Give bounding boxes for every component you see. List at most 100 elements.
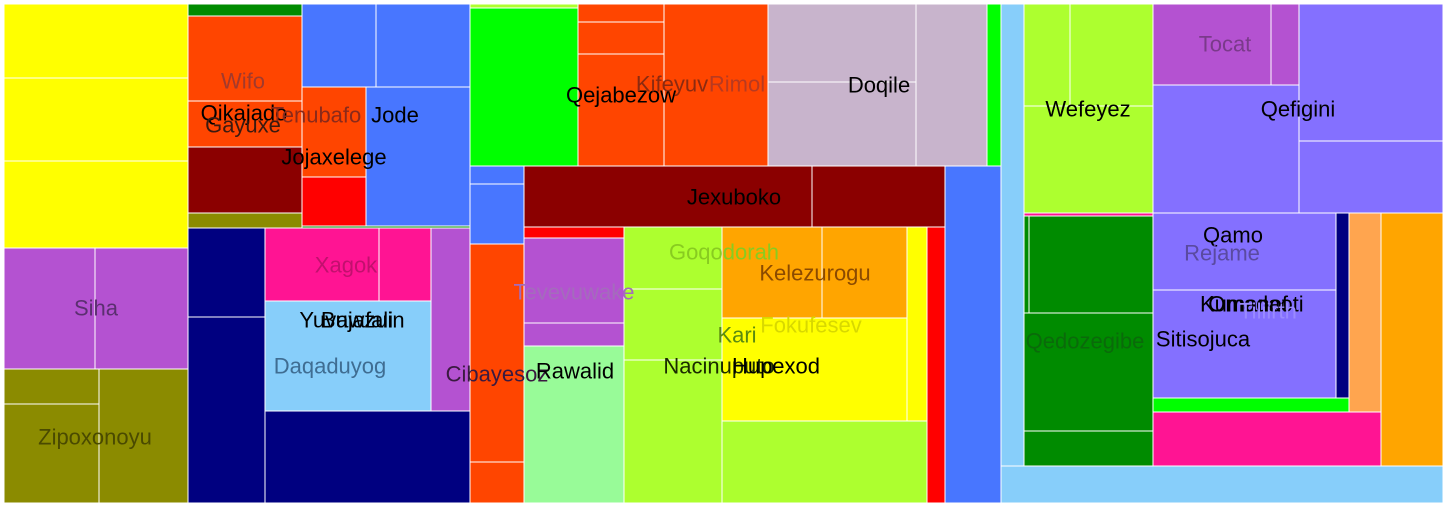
treemap-cell bbox=[264, 227, 380, 302]
treemap-cell bbox=[3, 77, 189, 162]
treemap-label: Jexuboko bbox=[687, 185, 781, 210]
treemap-cell bbox=[523, 226, 625, 239]
treemap-label: Kumanof bbox=[1200, 292, 1289, 317]
treemap-cell bbox=[264, 410, 471, 504]
treemap-cell bbox=[1023, 215, 1030, 314]
treemap-cell bbox=[469, 165, 525, 185]
treemap-label: Kari bbox=[717, 323, 756, 348]
treemap-cell bbox=[623, 359, 723, 504]
treemap-cell bbox=[1152, 212, 1337, 291]
treemap-label: Fokufesev bbox=[760, 313, 862, 338]
treemap-cell bbox=[1270, 3, 1300, 86]
treemap-label: Kelezurogu bbox=[759, 261, 870, 286]
treemap-label: Tocat bbox=[1199, 32, 1252, 57]
treemap-cell bbox=[3, 160, 189, 249]
treemap-cell bbox=[523, 165, 813, 228]
treemap-cell bbox=[721, 420, 928, 504]
treemap-label: Rawalid bbox=[536, 359, 614, 384]
treemap-cell bbox=[1152, 289, 1337, 399]
treemap-cell bbox=[469, 461, 525, 504]
treemap-cell bbox=[1000, 3, 1025, 467]
treemap-label: Kifeyuv bbox=[636, 72, 708, 97]
treemap-cells bbox=[3, 3, 1444, 504]
treemap-cell bbox=[906, 226, 928, 422]
treemap-cell bbox=[577, 3, 665, 23]
treemap-cell bbox=[523, 237, 625, 324]
treemap-label: Omadaoti bbox=[1208, 292, 1303, 317]
treemap-cell bbox=[1023, 430, 1154, 467]
treemap-label: Hupexod bbox=[732, 354, 820, 379]
treemap-cell bbox=[1152, 84, 1300, 214]
treemap-cell bbox=[187, 100, 303, 148]
treemap-label: Xagok bbox=[315, 253, 378, 278]
treemap-cell bbox=[1069, 3, 1154, 107]
treemap-label: Goqodorah bbox=[669, 240, 779, 265]
treemap-cell bbox=[577, 21, 665, 55]
treemap-cell bbox=[375, 3, 471, 88]
treemap-cell bbox=[187, 316, 266, 504]
treemap-label: Gayuxe bbox=[205, 113, 281, 138]
treemap-cell bbox=[915, 3, 988, 167]
treemap-label: Qamo bbox=[1203, 223, 1263, 248]
treemap-cell bbox=[187, 227, 266, 318]
treemap-label: Jode bbox=[371, 103, 419, 128]
treemap-cell bbox=[301, 176, 367, 227]
treemap-cell bbox=[1023, 105, 1154, 214]
treemap-cell bbox=[378, 227, 432, 302]
treemap-cell bbox=[986, 3, 1002, 167]
treemap-cell bbox=[3, 368, 100, 405]
treemap-label: Bujafali bbox=[321, 308, 393, 333]
treemap-cell bbox=[721, 226, 823, 319]
treemap-cell bbox=[98, 368, 189, 504]
treemap-label: Tenubafo bbox=[271, 103, 362, 128]
treemap-label: Qefigini bbox=[1261, 97, 1336, 122]
treemap-label: Siha bbox=[74, 296, 119, 321]
treemap-cell bbox=[1000, 465, 1444, 504]
treemap-cell bbox=[523, 345, 625, 504]
treemap-cell bbox=[944, 165, 1002, 504]
treemap-cell bbox=[523, 322, 625, 347]
treemap-cell bbox=[187, 3, 303, 17]
treemap-label: Nacinuputo bbox=[663, 354, 774, 379]
treemap-cell bbox=[264, 300, 432, 412]
treemap-cell bbox=[577, 53, 665, 167]
treemap-cell bbox=[469, 183, 525, 245]
treemap-cell bbox=[187, 212, 303, 229]
treemap-cell bbox=[1335, 212, 1350, 399]
treemap-label: Rimol bbox=[709, 72, 765, 97]
treemap-label: Zipoxonoyu bbox=[38, 425, 152, 450]
treemap-cell bbox=[1380, 212, 1444, 467]
treemap-cell bbox=[469, 7, 579, 167]
treemap-cell bbox=[1298, 3, 1444, 142]
treemap-cell bbox=[94, 247, 189, 370]
treemap-label: Jojaxelege bbox=[281, 145, 386, 170]
treemap-cell bbox=[469, 243, 525, 463]
treemap-cell bbox=[767, 3, 917, 83]
treemap-cell bbox=[721, 317, 908, 422]
treemap-label: Wifo bbox=[221, 69, 265, 94]
treemap-label: Daqaduyog bbox=[274, 354, 387, 379]
treemap-label: Wefeyez bbox=[1045, 97, 1130, 122]
treemap-cell bbox=[3, 247, 96, 370]
treemap-label: Qejabezow bbox=[566, 83, 676, 108]
treemap-label: Rejame bbox=[1184, 241, 1260, 266]
treemap-label: Qikajado bbox=[201, 101, 288, 126]
treemap-cell bbox=[1348, 212, 1382, 413]
treemap-cell bbox=[623, 288, 723, 361]
treemap-cell bbox=[1028, 215, 1154, 314]
treemap-label: Tevevuwake bbox=[513, 280, 634, 305]
treemap-cell bbox=[3, 403, 100, 504]
treemap-cell bbox=[1152, 3, 1272, 86]
treemap-cell bbox=[187, 15, 303, 102]
treemap-cell bbox=[1152, 397, 1350, 413]
treemap-cell bbox=[3, 3, 189, 79]
treemap-cell bbox=[1298, 140, 1444, 214]
treemap-cell bbox=[926, 226, 946, 504]
treemap-label: Qedozegibe bbox=[1026, 329, 1145, 354]
treemap-label: Yuvawzuin bbox=[299, 308, 404, 333]
treemap-label: Cibayesoz bbox=[446, 362, 549, 387]
treemap-cell bbox=[1152, 411, 1382, 467]
treemap-label: Tiliirth bbox=[1239, 299, 1297, 324]
